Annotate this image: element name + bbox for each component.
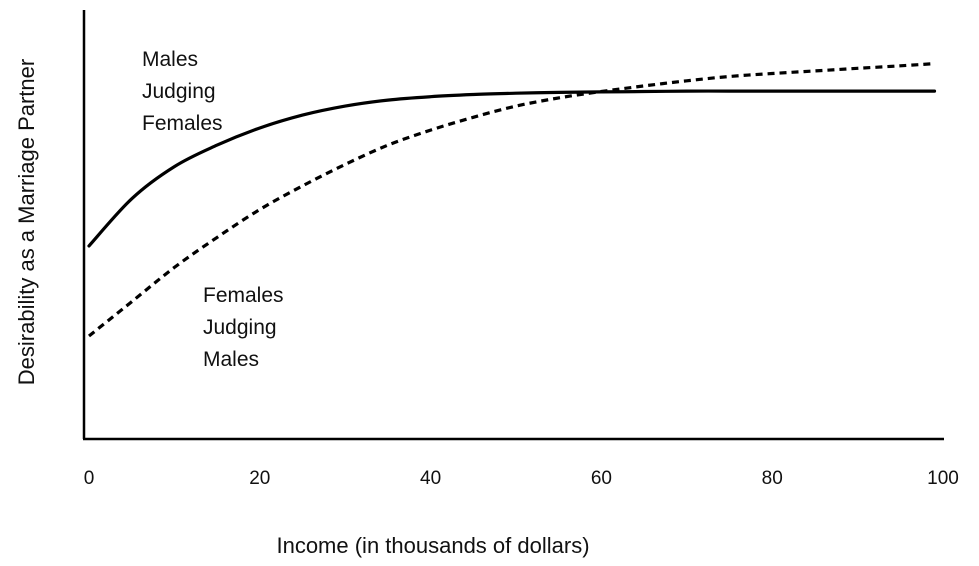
x-axis-title: Income (in thousands of dollars)	[276, 533, 589, 558]
x-tick-label: 20	[249, 468, 270, 489]
annotation-line: Judging	[142, 80, 216, 103]
x-tick-label: 0	[84, 468, 95, 489]
x-tick-label: 60	[591, 468, 612, 489]
annotation-females-judging-males: Females Judging Males	[203, 284, 284, 371]
annotation-line: Females	[203, 284, 284, 307]
annotation-line: Judging	[203, 316, 277, 339]
annotation-males-judging-females: Males Judging Females	[142, 48, 223, 135]
series-line-males-judging-females	[87, 89, 937, 248]
x-tick-label: 100	[927, 468, 959, 489]
x-tick-label: 80	[762, 468, 783, 489]
annotation-line: Females	[142, 112, 223, 135]
x-tick-labels: 0 20 40 60 80 100	[84, 468, 959, 489]
y-axis-title: Desirability as a Marriage Partner	[14, 59, 39, 385]
annotation-line: Males	[142, 48, 198, 71]
annotation-line: Males	[203, 348, 259, 371]
x-tick-label: 40	[420, 468, 441, 489]
